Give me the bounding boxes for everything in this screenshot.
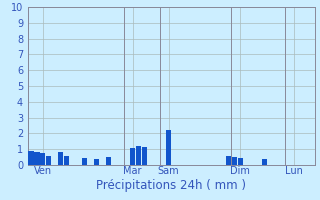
Bar xyxy=(106,157,111,165)
Bar xyxy=(166,130,171,165)
Bar xyxy=(58,152,63,165)
Bar xyxy=(136,146,141,165)
Bar xyxy=(82,158,87,165)
Bar xyxy=(232,157,237,165)
Bar xyxy=(46,156,52,165)
Bar xyxy=(142,147,147,165)
Bar xyxy=(28,151,34,165)
Bar xyxy=(226,156,231,165)
Bar xyxy=(40,153,45,165)
Bar xyxy=(94,159,99,165)
Bar xyxy=(262,159,267,165)
Bar xyxy=(238,158,243,165)
X-axis label: Précipitations 24h ( mm ): Précipitations 24h ( mm ) xyxy=(97,179,246,192)
Bar xyxy=(35,152,39,165)
Bar xyxy=(130,148,135,165)
Bar xyxy=(64,156,69,165)
